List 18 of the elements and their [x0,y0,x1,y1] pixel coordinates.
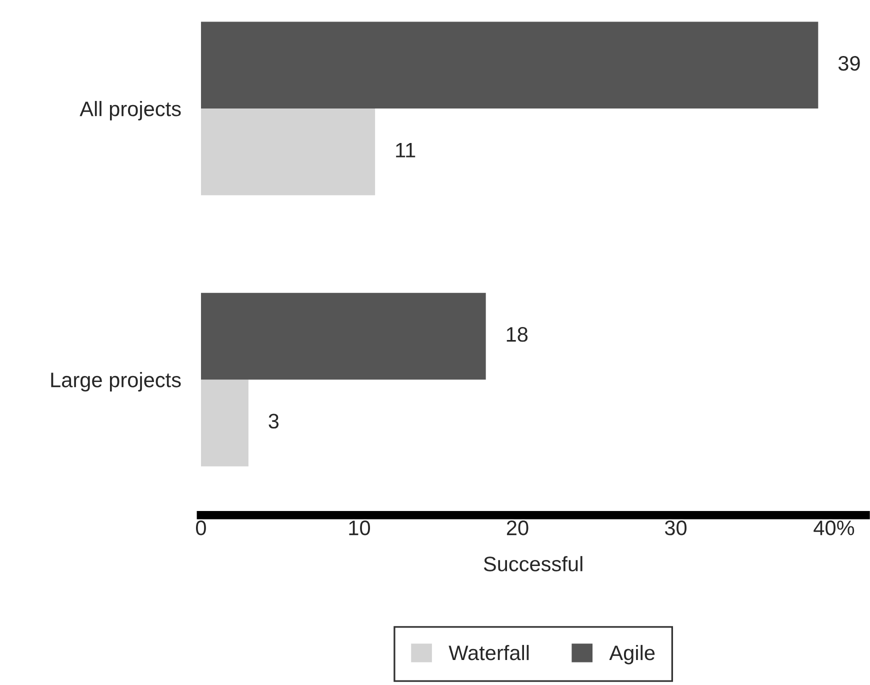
data-label: 11 [396,142,416,158]
x-axis-title: Successful [484,556,582,572]
legend-label: Agile [609,644,655,664]
x-tick-label: 10 [349,520,370,536]
data-label: 18 [506,327,528,342]
x-tick-label: 20 [506,520,528,536]
data-label: 3 [268,414,279,429]
bar [200,108,376,196]
bar [200,380,248,466]
data-label: 39 [838,56,860,71]
y-tick-label: Large projects [51,372,181,392]
x-tick-label: 0 [196,520,206,536]
x-tick-label: 40% [814,520,854,536]
y-tick-label: All projects [80,100,181,120]
x-tick-label: 30 [664,520,687,536]
legend-label: Waterfall [448,644,529,660]
bar [200,22,818,109]
bar [200,292,486,380]
